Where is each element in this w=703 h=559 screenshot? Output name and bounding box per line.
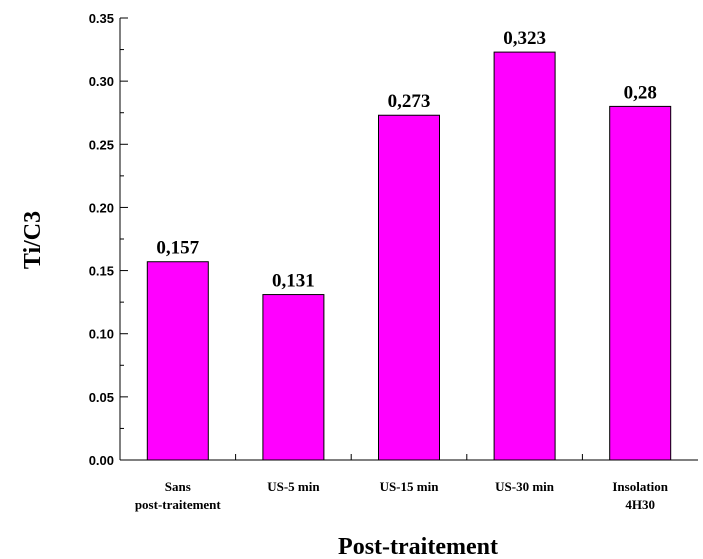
x-tick-label: US-30 min bbox=[495, 479, 555, 494]
x-tick-label: US-15 min bbox=[380, 479, 440, 494]
bar-value-label: 0,157 bbox=[156, 238, 199, 259]
y-tick-label: 0.20 bbox=[89, 200, 114, 215]
y-tick-label: 0.00 bbox=[89, 453, 114, 468]
y-tick-label: 0.15 bbox=[89, 264, 114, 279]
y-axis-title: Ti/C3 bbox=[20, 211, 46, 269]
bar-value-label: 0,323 bbox=[503, 28, 546, 49]
x-tick-label: US-5 min bbox=[267, 479, 320, 494]
y-tick-label: 0.35 bbox=[89, 11, 114, 26]
y-tick-label: 0.10 bbox=[89, 327, 114, 342]
y-tick-label: 0.05 bbox=[89, 390, 114, 405]
bar bbox=[609, 105, 672, 461]
x-tick-label: Sans post-traitement bbox=[135, 479, 222, 512]
x-tick-label: Insolation 4H30 bbox=[612, 479, 668, 512]
y-tick-label: 0.25 bbox=[89, 137, 114, 152]
x-ticks-group: Sans post-traitement US-5 min US-15 min US-3… bbox=[135, 454, 669, 512]
bars-group bbox=[146, 51, 672, 461]
data-labels-group: 0,157 0,131 0,273 0,323 0,28 bbox=[156, 28, 656, 291]
bar-value-label: 0,273 bbox=[388, 91, 431, 112]
bar-value-label: 0,28 bbox=[624, 82, 657, 103]
bar bbox=[493, 51, 556, 461]
x-axis-title: Post-traitement bbox=[338, 534, 498, 559]
bar bbox=[146, 261, 209, 461]
bar-value-label: 0,131 bbox=[272, 271, 315, 292]
bar bbox=[262, 294, 325, 461]
y-ticks-group: 0.00 0.05 0.10 0.15 0.20 0.25 0.30 0.35 bbox=[89, 11, 128, 468]
y-tick-label: 0.30 bbox=[89, 74, 114, 89]
bar bbox=[378, 114, 440, 461]
